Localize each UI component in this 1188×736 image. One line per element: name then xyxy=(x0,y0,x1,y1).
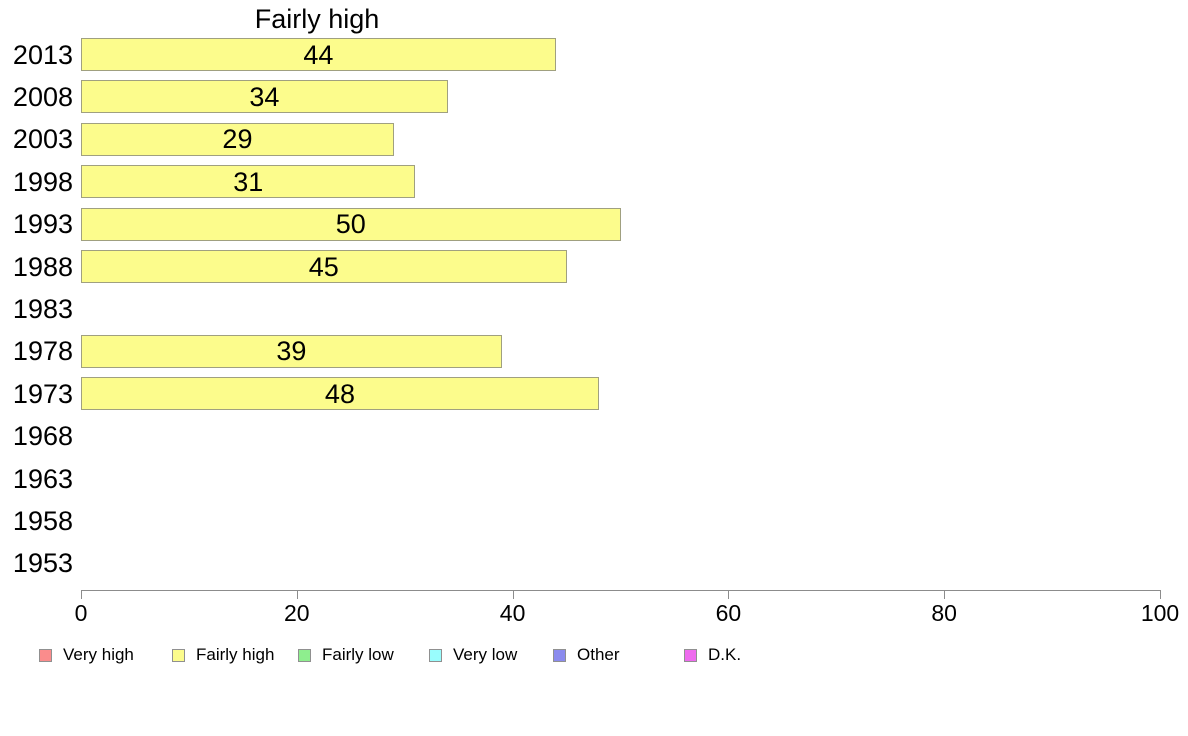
bar: 45 xyxy=(81,250,567,283)
year-label: 1953 xyxy=(12,548,73,579)
bar-value-label: 34 xyxy=(249,81,280,112)
year-label: 2013 xyxy=(12,39,73,70)
legend-item: Fairly high xyxy=(172,645,274,665)
year-label: 1973 xyxy=(12,378,73,409)
x-axis-tick-mark xyxy=(728,590,730,599)
bar: 31 xyxy=(81,165,416,199)
bar-value-label: 45 xyxy=(308,251,339,282)
bar: 34 xyxy=(81,80,448,114)
x-axis-tick-mark xyxy=(81,590,82,599)
year-label: 1978 xyxy=(12,336,73,367)
legend-swatch xyxy=(553,648,566,662)
year-label: 2008 xyxy=(12,81,73,112)
legend-label: Very high xyxy=(63,645,134,664)
bar: 50 xyxy=(81,207,621,241)
x-axis-tick-label: 100 xyxy=(1140,600,1180,626)
legend-label: Fairly high xyxy=(196,645,275,664)
legend-swatch xyxy=(172,648,185,662)
legend-swatch xyxy=(684,648,697,662)
legend-label: D.K. xyxy=(708,645,742,664)
year-label: 1968 xyxy=(12,421,73,452)
x-axis-line xyxy=(81,590,1160,591)
legend-item: Other xyxy=(553,645,620,665)
x-axis-tick-label: 80 xyxy=(931,600,957,626)
bar-value-label: 44 xyxy=(303,39,334,70)
x-axis-tick-label: 20 xyxy=(284,600,310,626)
year-label: 1963 xyxy=(12,463,73,494)
bar-value-label: 39 xyxy=(276,336,307,367)
legend-item: Fairly low xyxy=(298,645,394,665)
legend-swatch xyxy=(298,648,311,662)
bar-value-label: 50 xyxy=(335,209,366,240)
bar-value-label: 48 xyxy=(324,378,355,409)
bar: 48 xyxy=(81,377,599,411)
bar: 44 xyxy=(81,38,556,71)
x-axis-tick-mark xyxy=(944,590,946,599)
bar-value-label: 31 xyxy=(233,166,264,197)
legend-label: Very low xyxy=(453,645,518,664)
legend-item: D.K. xyxy=(684,645,741,665)
x-axis-tick-mark xyxy=(296,590,298,599)
x-axis-tick-label: 60 xyxy=(715,600,742,626)
x-axis-tick-mark xyxy=(1160,590,1161,599)
year-label: 1983 xyxy=(12,293,73,324)
legend-swatch xyxy=(429,648,442,662)
x-axis-tick-label: 40 xyxy=(499,600,526,626)
chart-title: Fairly high xyxy=(254,4,380,34)
bar-value-label: 29 xyxy=(222,124,253,155)
year-label: 1993 xyxy=(12,209,73,240)
x-axis-tick-mark xyxy=(512,590,514,599)
x-axis-tick-label: 0 xyxy=(74,600,88,626)
legend-swatch xyxy=(39,648,52,662)
bar: 39 xyxy=(81,334,502,368)
legend-label: Other xyxy=(577,645,620,664)
legend-label: Fairly low xyxy=(322,645,394,664)
year-label: 2003 xyxy=(12,124,73,155)
year-label: 1988 xyxy=(12,251,73,282)
legend-item: Very low xyxy=(429,645,517,665)
year-label: 1958 xyxy=(12,505,73,536)
legend-item: Very high xyxy=(39,645,134,665)
bar: 29 xyxy=(81,122,394,156)
year-label: 1998 xyxy=(12,166,73,197)
